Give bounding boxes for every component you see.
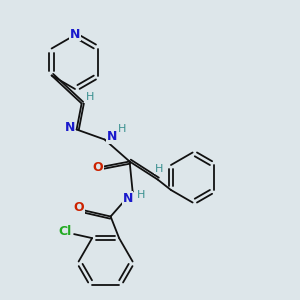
Text: O: O — [92, 161, 103, 174]
Text: H: H — [136, 190, 145, 200]
Text: Cl: Cl — [58, 225, 72, 238]
Text: H: H — [85, 92, 94, 101]
Text: H: H — [154, 164, 163, 173]
Text: N: N — [122, 192, 133, 205]
Text: N: N — [64, 121, 75, 134]
Text: H: H — [117, 124, 126, 134]
Text: N: N — [106, 130, 117, 143]
Text: O: O — [73, 201, 84, 214]
Text: N: N — [70, 28, 80, 40]
